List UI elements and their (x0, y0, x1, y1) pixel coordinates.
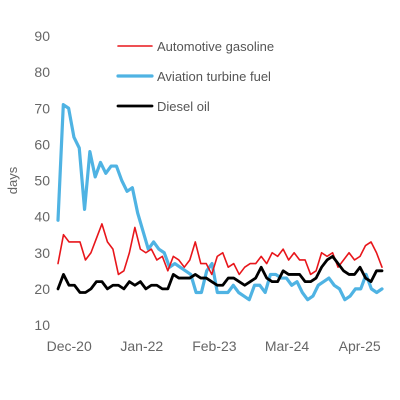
y-axis-ticks: 10 20 30 40 50 60 70 80 90 (34, 28, 50, 333)
x-tick-label: Feb-23 (192, 338, 237, 354)
y-tick-label: 50 (34, 173, 50, 189)
y-axis-label-group: days (5, 166, 20, 194)
y-axis-label: days (5, 166, 20, 194)
y-tick-label: 40 (34, 209, 50, 225)
y-tick-label: 60 (34, 136, 50, 152)
y-tick-label: 80 (34, 64, 50, 80)
x-tick-label: Dec-20 (47, 338, 92, 354)
y-tick-label: 30 (34, 245, 50, 261)
series-lines (56, 103, 384, 302)
x-tick-label: Apr-25 (339, 338, 381, 354)
x-tick-label: Mar-24 (265, 338, 310, 354)
y-tick-label: 90 (34, 28, 50, 44)
y-tick-label: 20 (34, 281, 50, 297)
legend: Automotive gasoline Aviation turbine fuel… (116, 39, 274, 114)
legend-item-automotive-gasoline: Automotive gasoline (117, 39, 274, 54)
y-tick-label: 10 (34, 317, 50, 333)
y-tick-label: 70 (34, 100, 50, 116)
x-axis-ticks: Dec-20 Jan-22 Feb-23 Mar-24 Apr-25 (47, 338, 381, 354)
legend-label: Aviation turbine fuel (157, 69, 271, 84)
legend-label: Automotive gasoline (157, 39, 274, 54)
legend-item-diesel-oil: Diesel oil (116, 99, 210, 114)
x-tick-label: Jan-22 (120, 338, 163, 354)
series-line-automotive-gasoline (57, 223, 383, 276)
series-line-diesel-oil (56, 254, 384, 294)
legend-item-aviation-turbine-fuel: Aviation turbine fuel (116, 69, 271, 84)
series-line-aviation-turbine-fuel (56, 103, 384, 302)
legend-label: Diesel oil (157, 99, 210, 114)
